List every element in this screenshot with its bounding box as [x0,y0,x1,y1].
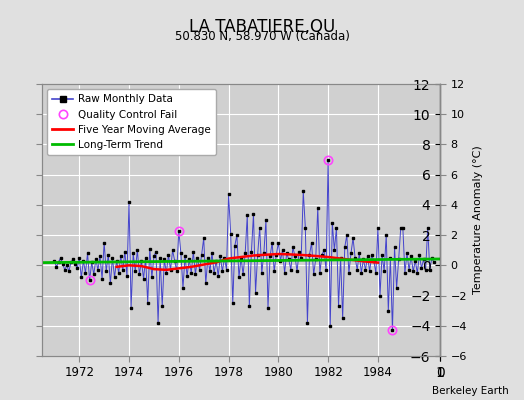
Text: LA TABATIERE,QU: LA TABATIERE,QU [189,18,335,36]
Text: Berkeley Earth: Berkeley Earth [432,386,508,396]
Legend: Raw Monthly Data, Quality Control Fail, Five Year Moving Average, Long-Term Tren: Raw Monthly Data, Quality Control Fail, … [47,89,216,155]
Y-axis label: Temperature Anomaly (°C): Temperature Anomaly (°C) [473,146,483,294]
Text: 50.830 N, 58.970 W (Canada): 50.830 N, 58.970 W (Canada) [174,30,350,43]
